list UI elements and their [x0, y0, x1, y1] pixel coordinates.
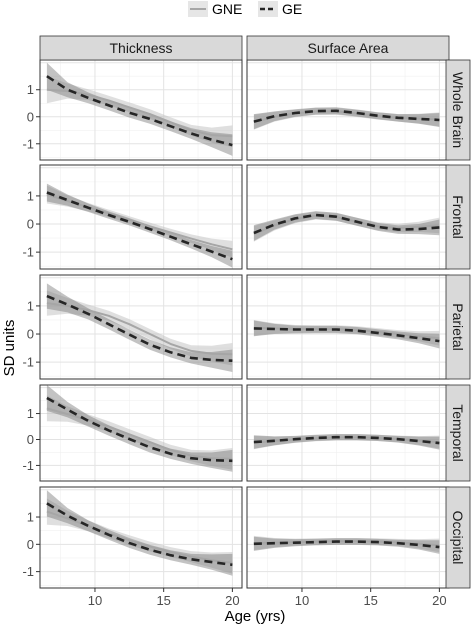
y-tick-label: 0	[27, 327, 34, 342]
row-strip-occipital	[445, 486, 471, 589]
panel-parietal-surface-area	[246, 274, 450, 380]
y-tick-label: -1	[22, 245, 34, 260]
series-line-gne	[46, 510, 233, 564]
row-strip-label-parietal: Parietal	[450, 303, 466, 350]
x-tick-label: 10	[88, 593, 102, 608]
y-tick-label: -1	[22, 355, 34, 370]
axes: -1 0 1 -1 0 1 -1 0 1 -1 0 1 -1 0 1 10 15 20 10 15 20	[22, 82, 446, 608]
y-tick-label: -1	[22, 564, 34, 579]
series-line-ge	[253, 435, 440, 445]
panel-data	[253, 107, 440, 130]
panel-grid	[39, 59, 450, 589]
row-strip-label-occipital: Occipital	[450, 511, 466, 565]
strip-labels: Thickness Surface Area Whole Brain Frontal P…	[39, 35, 471, 589]
y-tick-label: -1	[22, 458, 34, 473]
y-tick-label: 1	[27, 298, 34, 313]
confidence-band-ge	[46, 385, 233, 472]
panel-data	[46, 490, 233, 576]
confidence-band-gne	[46, 185, 233, 258]
panel-data	[253, 434, 440, 450]
column-strip-label-thickness: Thickness	[109, 40, 172, 56]
panel-whole-brain-thickness	[39, 59, 243, 161]
panel-border	[39, 164, 243, 270]
y-tick-label: 0	[27, 217, 34, 232]
row-strip-whole-brain	[445, 59, 471, 161]
panel-data	[253, 535, 440, 554]
series-line-ge	[46, 294, 233, 362]
panel-data	[46, 385, 233, 472]
panel-border	[39, 486, 243, 589]
confidence-band-gne	[253, 211, 440, 242]
panel-background	[40, 487, 242, 588]
y-tick-label: 1	[27, 188, 34, 203]
confidence-band-gne	[46, 395, 233, 470]
panel-grid-lines	[40, 487, 242, 588]
panel-data	[46, 183, 233, 268]
confidence-band-gne	[46, 290, 233, 366]
panel-background	[247, 385, 449, 481]
y-tick-label: 0	[27, 432, 34, 447]
panel-data	[253, 211, 440, 242]
confidence-band-ge	[253, 320, 440, 349]
x-tick-label: 15	[363, 593, 377, 608]
row-strip-label-frontal: Frontal	[450, 195, 466, 239]
legend-label-gne: GNE	[212, 1, 242, 17]
panel-frontal-surface-area	[246, 164, 450, 270]
y-tick-label: 1	[27, 510, 34, 525]
legend-label-ge: GE	[282, 1, 302, 17]
series-line-ge	[253, 109, 440, 123]
legend: GNE GE	[188, 1, 302, 17]
x-tick-label: 20	[225, 593, 239, 608]
confidence-band-ge	[46, 490, 233, 576]
column-strip-thickness	[39, 35, 243, 61]
row-strip-label-whole-brain: Whole Brain	[450, 72, 466, 148]
series-line-ge	[253, 540, 440, 549]
y-tick-label: 0	[27, 109, 34, 124]
x-tick-label: 10	[295, 593, 309, 608]
row-strip-label-temporal: Temporal	[450, 404, 466, 462]
panel-data	[253, 320, 440, 349]
y-axis-title: SD units	[1, 320, 18, 377]
y-tick-label: 1	[27, 406, 34, 421]
y-tick-label: 1	[27, 82, 34, 97]
series-line-gne	[46, 88, 233, 138]
panel-parietal-thickness	[39, 274, 243, 380]
column-strip-label-surface-area: Surface Area	[308, 40, 389, 56]
x-tick-label: 20	[432, 593, 446, 608]
series-line-ge	[253, 327, 440, 343]
row-strip-parietal	[445, 274, 471, 380]
panel-background	[247, 487, 449, 588]
panel-occipital-thickness	[39, 486, 243, 589]
y-tick-label: 0	[27, 537, 34, 552]
confidence-band-gne	[253, 535, 440, 553]
series-line-ge	[46, 191, 233, 261]
panel-temporal-surface-area	[246, 384, 450, 482]
series-line-ge	[253, 213, 440, 235]
panel-temporal-thickness	[39, 384, 243, 482]
y-tick-label: -1	[22, 136, 34, 151]
panel-border	[39, 384, 243, 482]
row-strip-temporal	[445, 384, 471, 482]
column-strip-surface-area	[246, 35, 450, 61]
panel-occipital-surface-area	[246, 486, 450, 589]
panel-whole-brain-surface-area	[246, 59, 450, 161]
row-strip-frontal	[445, 164, 471, 270]
confidence-band-ge	[46, 283, 233, 372]
panel-data	[46, 283, 233, 372]
panel-frontal-thickness	[39, 164, 243, 270]
confidence-band-gne	[253, 320, 440, 346]
x-tick-label: 15	[156, 593, 170, 608]
panel-grid-lines	[247, 275, 449, 379]
series-line-gne	[46, 407, 233, 460]
x-axis-title: Age (yrs)	[225, 608, 286, 625]
panel-border	[39, 274, 243, 380]
panel-data	[46, 62, 233, 156]
